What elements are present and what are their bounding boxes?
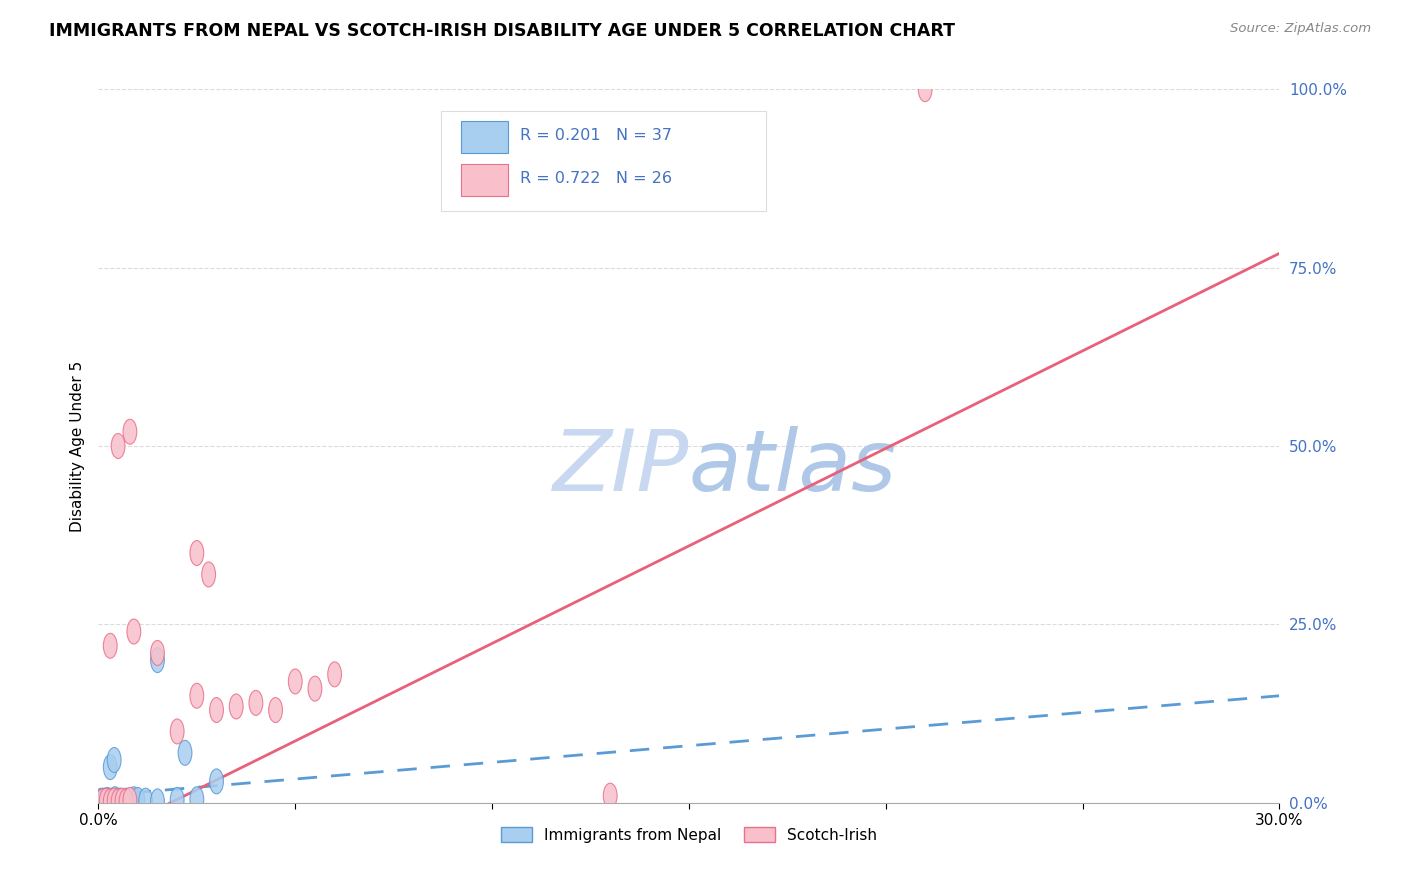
- Ellipse shape: [104, 789, 118, 814]
- Ellipse shape: [104, 789, 117, 814]
- Ellipse shape: [170, 788, 184, 813]
- Legend: Immigrants from Nepal, Scotch-Irish: Immigrants from Nepal, Scotch-Irish: [495, 821, 883, 848]
- Ellipse shape: [150, 648, 165, 673]
- FancyBboxPatch shape: [461, 121, 508, 153]
- Ellipse shape: [104, 755, 117, 780]
- Ellipse shape: [112, 789, 127, 814]
- Ellipse shape: [111, 789, 125, 814]
- Ellipse shape: [108, 787, 122, 812]
- Ellipse shape: [98, 789, 112, 814]
- Ellipse shape: [107, 747, 121, 772]
- Ellipse shape: [209, 769, 224, 794]
- Ellipse shape: [202, 562, 215, 587]
- Ellipse shape: [105, 789, 120, 814]
- Ellipse shape: [131, 788, 145, 813]
- Ellipse shape: [288, 669, 302, 694]
- Ellipse shape: [120, 789, 134, 814]
- Ellipse shape: [101, 789, 115, 814]
- Ellipse shape: [229, 694, 243, 719]
- Ellipse shape: [190, 787, 204, 812]
- Ellipse shape: [107, 789, 121, 814]
- Ellipse shape: [127, 619, 141, 644]
- Ellipse shape: [139, 789, 153, 814]
- Ellipse shape: [249, 690, 263, 715]
- Ellipse shape: [190, 541, 204, 566]
- Text: Source: ZipAtlas.com: Source: ZipAtlas.com: [1230, 22, 1371, 36]
- Text: ZIP: ZIP: [553, 425, 689, 509]
- Ellipse shape: [308, 676, 322, 701]
- FancyBboxPatch shape: [461, 164, 508, 196]
- Ellipse shape: [96, 789, 110, 814]
- Ellipse shape: [269, 698, 283, 723]
- Ellipse shape: [97, 789, 111, 814]
- Ellipse shape: [107, 789, 121, 814]
- Text: R = 0.201   N = 37: R = 0.201 N = 37: [520, 128, 672, 143]
- Ellipse shape: [124, 788, 136, 813]
- Ellipse shape: [96, 789, 110, 814]
- Ellipse shape: [190, 683, 204, 708]
- Ellipse shape: [100, 789, 112, 814]
- Ellipse shape: [96, 789, 110, 814]
- Ellipse shape: [111, 789, 125, 814]
- FancyBboxPatch shape: [441, 111, 766, 211]
- Ellipse shape: [170, 719, 184, 744]
- Ellipse shape: [94, 789, 107, 814]
- Ellipse shape: [150, 640, 165, 665]
- Ellipse shape: [110, 789, 124, 814]
- Ellipse shape: [103, 789, 117, 814]
- Ellipse shape: [111, 434, 125, 458]
- Ellipse shape: [117, 789, 131, 814]
- Ellipse shape: [107, 789, 121, 814]
- Text: R = 0.722   N = 26: R = 0.722 N = 26: [520, 171, 672, 186]
- Y-axis label: Disability Age Under 5: Disability Age Under 5: [69, 360, 84, 532]
- Ellipse shape: [115, 789, 129, 814]
- Ellipse shape: [94, 789, 108, 814]
- Ellipse shape: [328, 662, 342, 687]
- Ellipse shape: [115, 789, 129, 814]
- Ellipse shape: [127, 787, 141, 812]
- Ellipse shape: [209, 698, 224, 723]
- Ellipse shape: [104, 789, 117, 814]
- Ellipse shape: [124, 419, 136, 444]
- Text: IMMIGRANTS FROM NEPAL VS SCOTCH-IRISH DISABILITY AGE UNDER 5 CORRELATION CHART: IMMIGRANTS FROM NEPAL VS SCOTCH-IRISH DI…: [49, 22, 955, 40]
- Ellipse shape: [179, 740, 193, 765]
- Ellipse shape: [125, 789, 139, 814]
- Ellipse shape: [124, 789, 136, 814]
- Ellipse shape: [100, 789, 112, 814]
- Ellipse shape: [104, 633, 117, 658]
- Ellipse shape: [603, 783, 617, 808]
- Ellipse shape: [150, 789, 165, 814]
- Ellipse shape: [100, 788, 114, 813]
- Ellipse shape: [121, 789, 135, 814]
- Ellipse shape: [918, 77, 932, 102]
- Ellipse shape: [120, 789, 134, 814]
- Text: atlas: atlas: [689, 425, 897, 509]
- Ellipse shape: [111, 789, 124, 814]
